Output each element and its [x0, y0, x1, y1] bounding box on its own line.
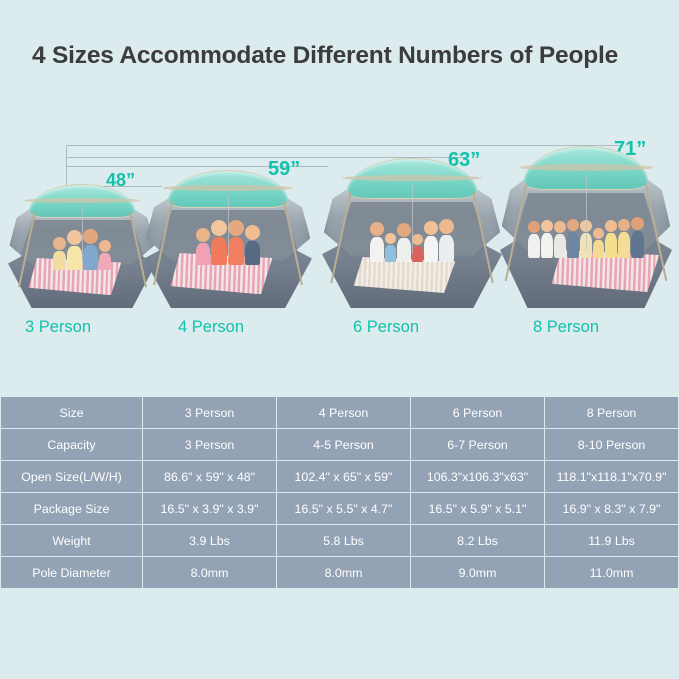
spec-table-body: Size 3 Person 4 Person 6 Person 8 Person… — [1, 397, 678, 588]
table-cell: 16.9" x 8.3" x 7.9" — [545, 493, 678, 524]
tent-6-person — [322, 158, 502, 308]
table-row: Weight 3.9 Lbs 5.8 Lbs 8.2 Lbs 11.9 Lbs — [1, 525, 678, 556]
table-row: Size 3 Person 4 Person 6 Person 8 Person — [1, 397, 678, 428]
row-label: Package Size — [1, 493, 142, 524]
height-bracket-71 — [66, 145, 621, 165]
table-cell: 4 Person — [277, 397, 410, 428]
row-label: Size — [1, 397, 142, 428]
table-cell: 8 Person — [545, 397, 678, 428]
table-row: Open Size(L/W/H) 86.6" x 59" x 48" 102.4… — [1, 461, 678, 492]
table-cell: 118.1"x118.1"x70.9" — [545, 461, 678, 492]
row-label: Capacity — [1, 429, 142, 460]
tent-illustration-group — [0, 128, 679, 308]
page-title: 4 Sizes Accommodate Different Numbers of… — [32, 42, 619, 69]
tent-seam-center — [82, 206, 84, 264]
table-cell: 8.0mm — [143, 557, 276, 588]
table-cell: 6-7 Person — [411, 429, 544, 460]
table-cell: 8-10 Person — [545, 429, 678, 460]
table-row: Package Size 16.5" x 3.9" x 3.9" 16.5" x… — [1, 493, 678, 524]
tent-4-person — [144, 170, 312, 308]
tent-seam-center — [412, 185, 414, 254]
table-cell: 6 Person — [411, 397, 544, 428]
height-label-3person: 48” — [106, 170, 136, 190]
table-cell: 3.9 Lbs — [143, 525, 276, 556]
table-cell: 3 Person — [143, 397, 276, 428]
table-cell: 102.4" x 65" x 59" — [277, 461, 410, 492]
tent-caption-3-person: 3 Person — [25, 318, 92, 336]
row-label: Pole Diameter — [1, 557, 142, 588]
table-cell: 5.8 Lbs — [277, 525, 410, 556]
tent-seam-center — [586, 175, 588, 250]
table-cell: 11.9 Lbs — [545, 525, 678, 556]
tent-occupants — [21, 220, 142, 270]
row-label: Weight — [1, 525, 142, 556]
table-cell: 16.5" x 3.9" x 3.9" — [143, 493, 276, 524]
height-bracket-59 — [66, 166, 328, 186]
tent-occupants — [515, 193, 656, 258]
table-cell: 4-5 Person — [277, 429, 410, 460]
table-cell: 86.6" x 59" x 48" — [143, 461, 276, 492]
table-cell: 8.2 Lbs — [411, 525, 544, 556]
height-label-4person: 59” — [268, 158, 301, 180]
table-cell: 106.3"x106.3"x63" — [411, 461, 544, 492]
tent-seam-center — [228, 194, 230, 259]
table-row: Pole Diameter 8.0mm 8.0mm 9.0mm 11.0mm — [1, 557, 678, 588]
height-label-6person: 63” — [448, 149, 481, 171]
tent-caption-4-person: 4 Person — [178, 318, 245, 336]
spec-table: Size 3 Person 4 Person 6 Person 8 Person… — [0, 396, 679, 589]
table-cell: 8.0mm — [277, 557, 410, 588]
tent-8-person — [500, 146, 672, 308]
tent-occupants — [338, 202, 486, 262]
table-cell: 9.0mm — [411, 557, 544, 588]
table-row: Capacity 3 Person 4-5 Person 6-7 Person … — [1, 429, 678, 460]
tent-occupants — [159, 210, 297, 266]
table-cell: 16.5" x 5.5" x 4.7" — [277, 493, 410, 524]
row-label: Open Size(L/W/H) — [1, 461, 142, 492]
tent-caption-8-person: 8 Person — [533, 318, 600, 336]
table-cell: 3 Person — [143, 429, 276, 460]
tent-3-person — [8, 184, 156, 308]
table-cell: 11.0mm — [545, 557, 678, 588]
table-cell: 16.5" x 5.9" x 5.1" — [411, 493, 544, 524]
tent-caption-6-person: 6 Person — [353, 318, 420, 336]
